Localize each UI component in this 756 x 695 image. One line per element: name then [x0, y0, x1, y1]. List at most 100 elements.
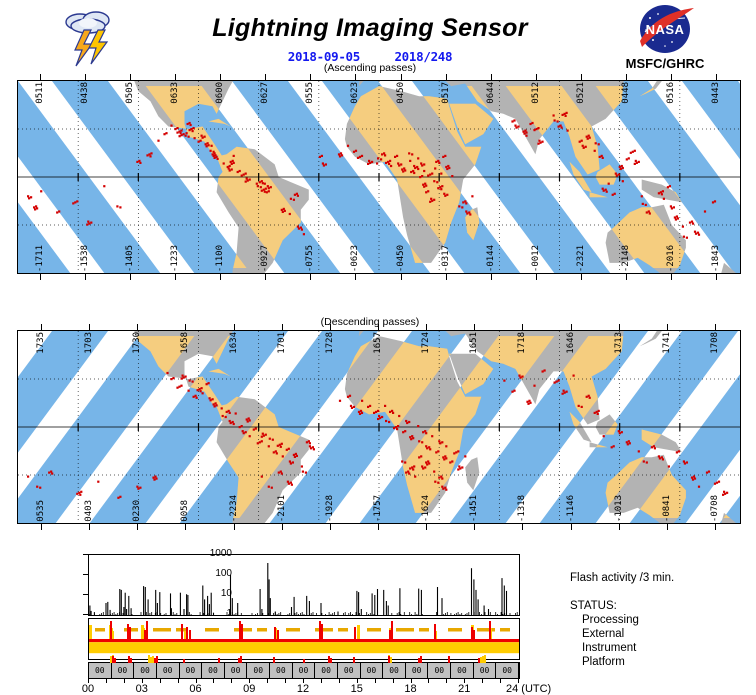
pass-time-bottom: -0708: [710, 495, 720, 522]
pass-time-top: 1724: [421, 332, 431, 354]
pass-time-bottom: -1146: [566, 495, 576, 522]
pass-time-top: 0512: [531, 82, 541, 104]
pass-tick-top: [716, 74, 717, 80]
time-tick: [160, 678, 161, 683]
orbit-strip: 00 00 00 00 00 00 00 00 00 00 00 00 00 00 00 00 00 00 00: [88, 662, 520, 679]
orbit-cell[interactable]: 00: [428, 663, 451, 678]
pass-tick-top: [40, 74, 41, 80]
pass-time-bottom: -2321: [576, 245, 586, 272]
pass-time-top: 1701: [277, 332, 287, 354]
pass-tick-bottom: [41, 524, 42, 530]
pass-tick-bottom: [671, 274, 672, 280]
pass-tick-top: [715, 324, 716, 330]
pass-tick-top: [89, 324, 90, 330]
pass-time-bottom: -0623: [350, 245, 360, 272]
orbit-cell[interactable]: 00: [270, 663, 293, 678]
pass-tick-bottom: [185, 524, 186, 530]
pass-tick-top: [265, 74, 266, 80]
orbit-cell[interactable]: 00: [89, 663, 112, 678]
pass-tick-top: [522, 324, 523, 330]
time-tick: [267, 678, 268, 683]
pass-tick-bottom: [265, 274, 266, 280]
pass-tick-top: [330, 324, 331, 330]
time-tick: [321, 678, 322, 683]
pass-time-bottom: -1538: [80, 245, 90, 272]
time-tick: [124, 678, 125, 683]
pass-tick-top: [85, 74, 86, 80]
orbit-cell[interactable]: 00: [406, 663, 429, 678]
pass-tick-top: [355, 74, 356, 80]
pass-tick-bottom: [355, 274, 356, 280]
pass-time-top: 0644: [486, 82, 496, 104]
orbit-cell[interactable]: 00: [134, 663, 157, 678]
pass-tick-top: [220, 74, 221, 80]
descending-passes-map[interactable]: 1735 1703 1730 1658 1634 1701 1728 1657 1724 1651…: [17, 330, 741, 524]
y-tick: [83, 554, 88, 555]
page-header: Lightning Imaging Sensor 2018-09-05 2018…: [0, 0, 756, 76]
orbit-cell[interactable]: 00: [293, 663, 316, 678]
orbit-cell[interactable]: 00: [202, 663, 225, 678]
pass-time-top: 0511: [35, 82, 45, 104]
orbit-cell[interactable]: 00: [225, 663, 248, 678]
time-tick: [446, 678, 447, 683]
pass-tick-bottom: [330, 524, 331, 530]
ascending-passes-map[interactable]: 0511 0438 0505 0633 0600 0627 0555 0623 0450 0517…: [17, 80, 741, 274]
pass-tick-bottom: [626, 274, 627, 280]
orbit-cell[interactable]: 00: [180, 663, 203, 678]
pass-time-bottom: -1928: [325, 495, 335, 522]
orbit-cell[interactable]: 00: [247, 663, 270, 678]
pass-time-top: 0521: [576, 82, 586, 104]
time-tick: [375, 678, 376, 683]
pass-time-top: 1730: [132, 332, 142, 354]
pass-time-top: 1718: [517, 332, 527, 354]
pass-tick-top: [667, 324, 668, 330]
pass-tick-top: [282, 324, 283, 330]
time-tick: [339, 678, 340, 683]
pass-tick-bottom: [426, 524, 427, 530]
pass-time-bottom: -2148: [621, 245, 631, 272]
pass-time-top: 1713: [614, 332, 624, 354]
status-row-processing: Processing: [582, 614, 639, 626]
time-tick: [500, 678, 501, 683]
pass-time-bottom: -0927: [260, 245, 270, 272]
orbit-cell[interactable]: 00: [451, 663, 474, 678]
y-tick-label: 100: [192, 568, 232, 579]
time-tick: [178, 678, 179, 683]
pass-tick-bottom: [619, 524, 620, 530]
pass-tick-top: [446, 74, 447, 80]
orbit-cell[interactable]: 00: [157, 663, 180, 678]
pass-time-top: 1703: [84, 332, 94, 354]
pass-time-bottom: -1100: [215, 245, 225, 272]
time-tick-label: 00: [82, 683, 94, 695]
orbit-cell[interactable]: 00: [315, 663, 338, 678]
pass-tick-top: [137, 324, 138, 330]
pass-tick-bottom: [310, 274, 311, 280]
pass-tick-bottom: [378, 524, 379, 530]
time-tick-label: 18: [404, 683, 416, 695]
orbit-cell[interactable]: 00: [112, 663, 135, 678]
orbit-cell[interactable]: 00: [496, 663, 519, 678]
descending-caption: (Descending passes): [160, 316, 580, 328]
y-tick-label: 10: [192, 588, 232, 599]
pass-time-top: 1634: [229, 332, 239, 354]
agency-label: MSFC/GHRC: [600, 56, 730, 71]
pass-tick-bottom: [716, 274, 717, 280]
status-row-external: External: [582, 628, 624, 640]
pass-tick-bottom: [491, 274, 492, 280]
pass-time-bottom: 0230: [132, 500, 142, 522]
orbit-cell[interactable]: 00: [338, 663, 361, 678]
pass-tick-bottom: [536, 274, 537, 280]
pass-time-top: 1735: [36, 332, 46, 354]
orbit-cell[interactable]: 00: [361, 663, 384, 678]
orbit-cell[interactable]: 00: [474, 663, 497, 678]
svg-text:NASA: NASA: [646, 22, 685, 37]
pass-time-top: 0633: [170, 82, 180, 104]
pass-time-top: 0438: [80, 82, 90, 104]
pass-tick-bottom: [446, 274, 447, 280]
pass-time-bottom: -0841: [662, 495, 672, 522]
time-tick-label: 09: [243, 683, 255, 695]
pass-time-bottom: -2234: [229, 495, 239, 522]
pass-time-top: 0517: [441, 82, 451, 104]
orbit-cell[interactable]: 00: [383, 663, 406, 678]
pass-tick-top: [310, 74, 311, 80]
